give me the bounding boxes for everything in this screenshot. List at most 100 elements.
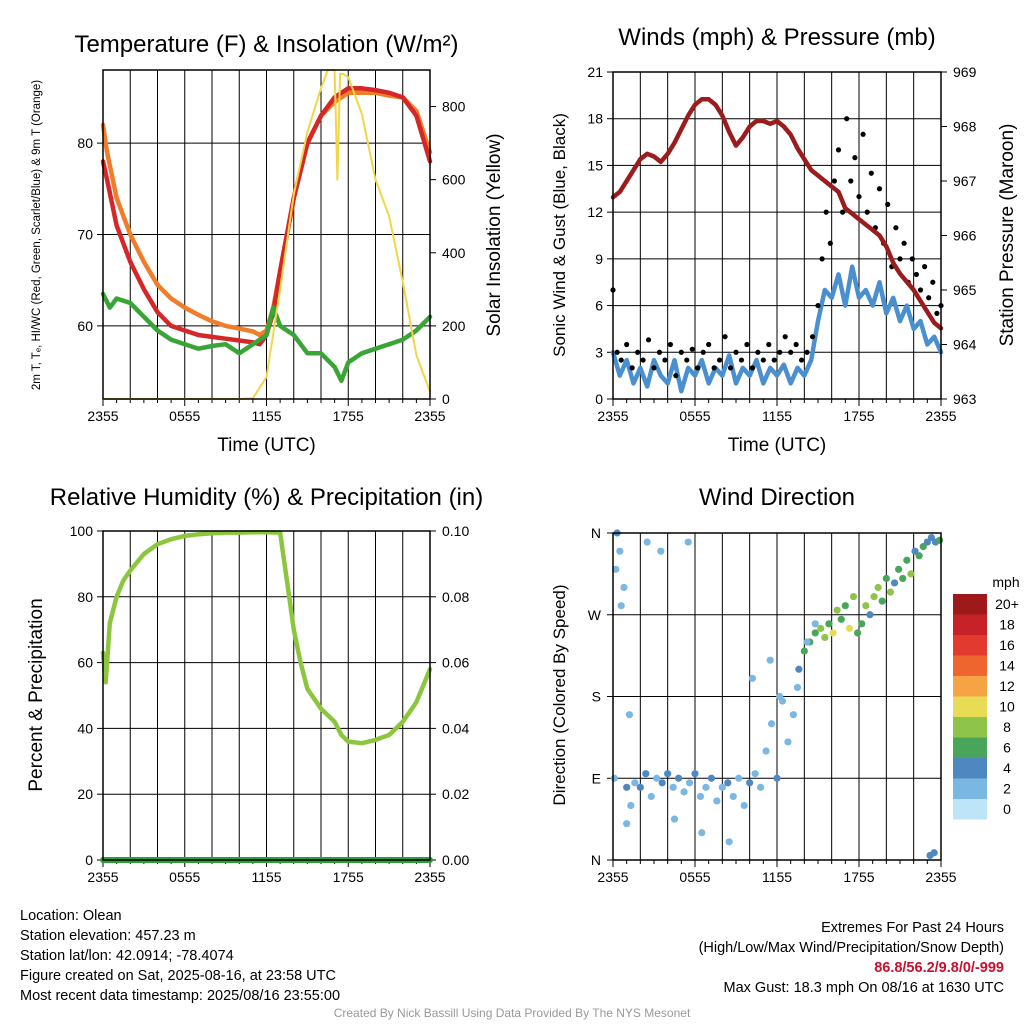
max-gust: Max Gust: 18.3 mph On 08/16 at 1630 UTC <box>723 980 1004 996</box>
credit-line: Created By Nick Bassill Using Data Provi… <box>333 1006 691 1020</box>
gust-point <box>711 365 717 371</box>
direction-point <box>793 683 802 692</box>
direction-point <box>627 801 635 810</box>
colorbar-swatch <box>953 614 987 635</box>
x-tick-label: 1755 <box>843 869 874 885</box>
gust-point <box>860 131 866 137</box>
x-tick-label: 2355 <box>414 869 445 885</box>
gust-point <box>901 240 907 246</box>
x-tick-label: 0555 <box>169 408 200 424</box>
temp_9m-line <box>100 90 433 338</box>
gust-point <box>760 357 766 363</box>
direction-point <box>800 647 808 655</box>
direction-point <box>767 720 776 728</box>
direction-point <box>858 620 866 628</box>
direction-point <box>789 711 798 719</box>
direction-point <box>696 792 705 801</box>
gust-point <box>788 349 794 355</box>
direction-point <box>930 849 938 857</box>
colorbar-swatch <box>953 717 987 738</box>
y-tick-label-left: 12 <box>587 204 603 220</box>
direction-point <box>670 815 679 823</box>
gust-point <box>618 357 624 363</box>
direction-point <box>653 774 661 782</box>
direction-point <box>803 638 811 646</box>
gust-point <box>840 209 846 215</box>
gust-point <box>733 349 739 355</box>
gust-point <box>656 349 663 355</box>
direction-point <box>748 674 757 682</box>
direction-point <box>757 783 765 791</box>
direction-point <box>849 592 858 601</box>
gust-point <box>684 357 690 363</box>
direction-point <box>725 838 733 846</box>
gust-point <box>926 295 932 301</box>
x-tick-label: 0555 <box>679 408 710 424</box>
colorbar-swatch <box>953 635 987 656</box>
y-tick-label-right: 0.04 <box>442 720 469 736</box>
x-axis-label: Time (UTC) <box>728 435 827 456</box>
direction-point <box>612 565 620 573</box>
x-tick-label: 2355 <box>925 869 956 885</box>
direction-point <box>669 783 677 791</box>
y-axis-label-right: Station Pressure (Maroon) <box>997 124 1018 347</box>
y-tick-label-left: 40 <box>77 720 93 736</box>
gust-point <box>876 186 883 192</box>
y-tick-label-right: 968 <box>953 119 977 135</box>
direction-point <box>631 779 639 787</box>
colorbar-label: 14 <box>999 658 1015 674</box>
colorbar-label: 6 <box>1003 740 1011 756</box>
x-tick-label: 0555 <box>169 869 200 885</box>
direction-point <box>746 779 754 787</box>
direction-point <box>642 770 650 778</box>
gust-point <box>777 349 783 355</box>
gust-point <box>640 357 646 363</box>
colorbar-swatch <box>953 737 987 758</box>
gust-point <box>651 365 657 371</box>
gust-point <box>771 357 777 363</box>
gust-point <box>831 178 838 184</box>
direction-point <box>625 711 634 719</box>
direction-tick-label: E <box>592 770 601 786</box>
gust-point <box>755 349 761 355</box>
gust-point <box>766 341 772 348</box>
x-tick-label: 2355 <box>597 408 628 424</box>
plot-border <box>102 530 431 861</box>
y-tick-label-left: 70 <box>77 227 93 243</box>
y-tick-label-left: 80 <box>77 135 93 151</box>
gust-point <box>614 349 620 355</box>
x-tick-label: 1755 <box>843 408 874 424</box>
extremes-subtitle: (High/Low/Max Wind/Precipitation/Snow De… <box>698 940 1004 956</box>
gust-point <box>645 337 652 343</box>
colorbar-label: 2 <box>1003 781 1011 797</box>
y-tick-label-left: 6 <box>595 298 603 314</box>
gust-point <box>624 341 630 348</box>
gust-point <box>897 256 903 262</box>
direction-point <box>829 629 837 637</box>
direction-point <box>874 583 882 592</box>
humidity-panel: Relative Humidity (%) & Precipitation (i… <box>26 484 483 885</box>
direction-point <box>784 738 792 746</box>
x-tick-label: 2355 <box>925 408 956 424</box>
gust-point <box>823 209 829 215</box>
colorbar-swatch <box>953 778 987 799</box>
y-tick-label-right: 0.06 <box>442 655 469 671</box>
direction-point <box>837 615 845 623</box>
direction-point <box>862 602 870 610</box>
x-tick-label: 2355 <box>414 408 445 424</box>
direction-point <box>616 547 624 555</box>
x-tick-label: 2355 <box>597 869 628 885</box>
y-tick-label-right: 800 <box>442 99 466 115</box>
x-tick-label: 1755 <box>333 869 364 885</box>
gust-point <box>909 256 915 262</box>
direction-point <box>658 779 666 787</box>
y-axis-label-left: Sonic Wind & Gust (Blue, Black) <box>550 113 569 357</box>
extremes-title: Extremes For Past 24 Hours <box>821 920 1004 936</box>
direction-point <box>762 747 770 755</box>
gust-point <box>662 357 668 363</box>
direction-point <box>680 788 688 796</box>
y-tick-label-right: 969 <box>953 64 977 80</box>
direction-point <box>854 629 862 637</box>
rh-line <box>100 530 433 746</box>
